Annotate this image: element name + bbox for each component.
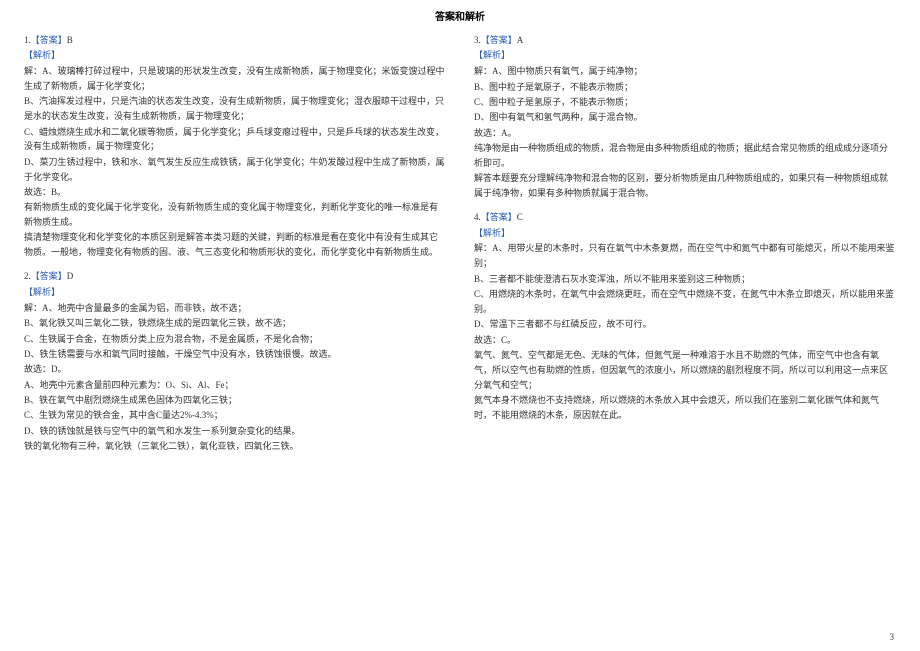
analysis-paragraph: 解答本题要充分理解纯净物和混合物的区别，要分析物质是由几种物质组成的，如果只有一… [474,171,896,201]
analysis-paragraph: B、图中粒子是氧原子，不能表示物质； [474,80,896,95]
answer-line: 3.【答案】A [474,33,896,48]
answer-label: 【答案】 [481,35,517,45]
analysis-paragraph: D、铁生锈需要与水和氧气同时接触，干燥空气中没有水，铁锈蚀很慢。故选。 [24,347,446,362]
analysis-paragraph: C、图中粒子是氢原子，不能表示物质； [474,95,896,110]
analysis-paragraph: C、生铁属于合金，在物质分类上应为混合物，不是金属质，不是化合物； [24,332,446,347]
analysis-label: 【解析】 [474,48,896,63]
question-number: 3. [474,35,481,45]
analysis-paragraph: D、铁的锈蚀就是铁与空气中的氧气和水发生一系列复杂变化的结果。 [24,424,446,439]
content-columns: 1.【答案】B【解析】解：A、玻璃棒打碎过程中，只是玻璃的形状发生改变，没有生成… [24,33,896,631]
answer-value: A [517,35,524,45]
analysis-paragraph: 解：A、图中物质只有氧气，属于纯净物； [474,64,896,79]
answer-value: C [517,212,523,222]
question-number: 4. [474,212,481,222]
analysis-paragraph: B、氧化铁又叫三氧化二铁，铁燃烧生成的是四氧化三铁，故不选； [24,316,446,331]
question-number: 2. [24,271,31,281]
answer-value: D [67,271,74,281]
analysis-paragraph: 氮气本身不燃烧也不支持燃烧，所以燃烧的木条放入其中会熄灭，所以我们在鉴别二氧化碳… [474,393,896,423]
answer-block: 1.【答案】B【解析】解：A、玻璃棒打碎过程中，只是玻璃的形状发生改变，没有生成… [24,33,446,261]
answer-label: 【答案】 [31,35,67,45]
answer-block: 2.【答案】D【解析】解：A、地壳中含量最多的金属为铝，而非铁，故不选；B、氧化… [24,269,446,454]
analysis-paragraph: 故选：B。 [24,185,446,200]
question-number: 1. [24,35,31,45]
analysis-paragraph: C、生铁为常见的铁合金，其中含C量达2%-4.3%； [24,408,446,423]
block-gap [474,426,896,432]
answer-block: 3.【答案】A【解析】解：A、图中物质只有氧气，属于纯净物；B、图中粒子是氧原子… [474,33,896,201]
analysis-paragraph: 有新物质生成的变化属于化学变化，没有新物质生成的变化属于物理变化，判断化学变化的… [24,200,446,230]
analysis-paragraph: B、三者都不能使澄清石灰水变浑浊，所以不能用来鉴别这三种物质； [474,272,896,287]
analysis-paragraph: 故选：D。 [24,362,446,377]
analysis-label: 【解析】 [474,226,896,241]
answer-line: 1.【答案】B [24,33,446,48]
answer-block: 4.【答案】C【解析】解：A、用带火星的木条时，只有在氧气中木条复燃，而在空气中… [474,210,896,423]
analysis-label: 【解析】 [24,285,446,300]
analysis-paragraph: 铁的氧化物有三种，氧化铁（三氧化二铁），氧化亚铁，四氧化三铁。 [24,439,446,454]
analysis-paragraph: C、蜡烛燃烧生成水和二氧化碳等物质，属于化学变化；乒乓球变瘪过程中，只是乒乓球的… [24,125,446,155]
answer-line: 4.【答案】C [474,210,896,225]
answer-label: 【答案】 [31,271,67,281]
analysis-paragraph: D、图中有氧气和氢气两种，属于混合物。 [474,110,896,125]
answer-line: 2.【答案】D [24,269,446,284]
analysis-paragraph: B、汽油挥发过程中，只是汽油的状态发生改变，没有生成新物质，属于物理变化；湿衣服… [24,94,446,124]
analysis-paragraph: 解：A、用带火星的木条时，只有在氧气中木条复燃，而在空气中和氮气中都有可能熄灭，… [474,241,896,271]
page-number: 3 [890,630,895,645]
analysis-paragraph: 故选：A。 [474,126,896,141]
analysis-paragraph: 氧气、氮气、空气都是无色、无味的气体，但氮气是一种难溶于水且不助燃的气体，而空气… [474,348,896,393]
answer-label: 【答案】 [481,212,517,222]
page-title: 答案和解析 [24,10,896,27]
analysis-paragraph: D、菜刀生锈过程中，铁和水、氧气发生反应生成铁锈，属于化学变化；牛奶发酸过程中生… [24,155,446,185]
analysis-paragraph: 解：A、玻璃棒打碎过程中，只是玻璃的形状发生改变，没有生成新物质，属于物理变化；… [24,64,446,94]
analysis-label: 【解析】 [24,48,446,63]
analysis-paragraph: A、地壳中元素含量前四种元素为：O、Si、Al、Fe； [24,378,446,393]
analysis-paragraph: C、用燃烧的木条时，在氧气中会燃烧更旺，而在空气中燃烧不变，在氮气中木条立即熄灭… [474,287,896,317]
analysis-paragraph: 解：A、地壳中含量最多的金属为铝，而非铁，故不选； [24,301,446,316]
answer-value: B [67,35,73,45]
analysis-paragraph: 搞清楚物理变化和化学变化的本质区别是解答本类习题的关键，判断的标准是看在变化中有… [24,230,446,260]
analysis-paragraph: D、常温下三者都不与红磷反应，故不可行。 [474,317,896,332]
analysis-paragraph: B、铁在氧气中剧烈燃烧生成黑色固体为四氧化三铁； [24,393,446,408]
analysis-paragraph: 故选：C。 [474,333,896,348]
analysis-paragraph: 纯净物是由一种物质组成的物质，混合物是由多种物质组成的物质；据此结合常见物质的组… [474,141,896,171]
block-gap [24,457,446,463]
